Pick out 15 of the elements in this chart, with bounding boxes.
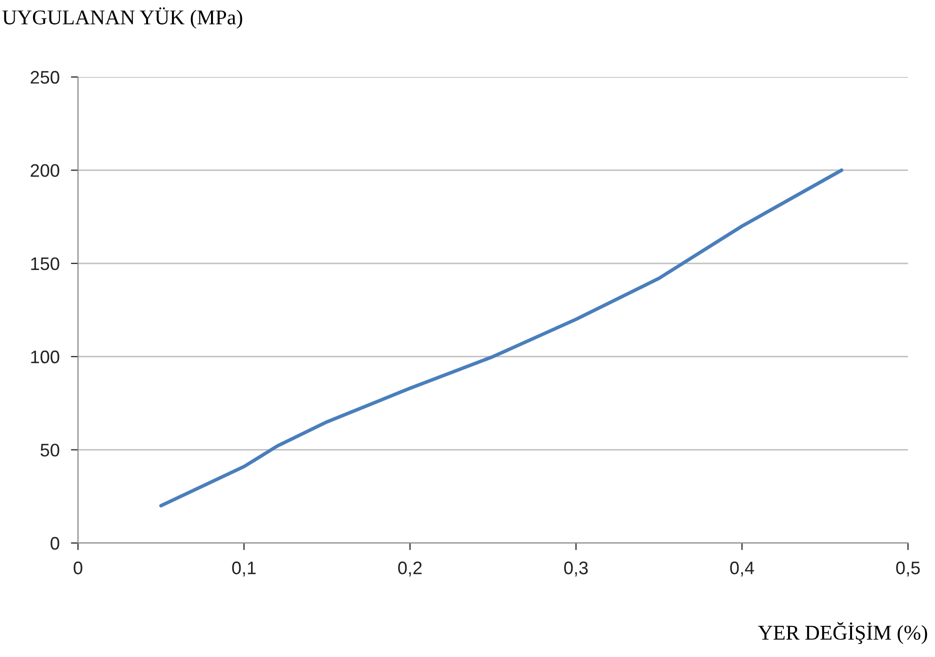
y-tick-label: 150 bbox=[31, 257, 60, 270]
x-tick-label: 0 bbox=[74, 562, 82, 574]
y-tick-label: 200 bbox=[30, 164, 60, 177]
y-tick-label: 0 bbox=[50, 536, 60, 550]
x-tick-label: 0,1 bbox=[232, 562, 256, 576]
x-tick-label: 0,5 bbox=[896, 562, 920, 576]
y-tick-label: 50 bbox=[40, 444, 60, 457]
y-axis-title: UYGULANAN YÜK (MPa) bbox=[2, 7, 242, 29]
x-tick-label: 0,4 bbox=[730, 562, 754, 576]
x-tick-label: 0,3 bbox=[564, 562, 588, 576]
line-series bbox=[159, 168, 844, 508]
x-tick-label: 0,2 bbox=[398, 562, 422, 576]
y-tick-label: 250 bbox=[30, 70, 60, 84]
y-tick-label: 100 bbox=[31, 350, 60, 364]
x-axis-title: YER DEĞİŞİM (%) bbox=[758, 622, 928, 644]
